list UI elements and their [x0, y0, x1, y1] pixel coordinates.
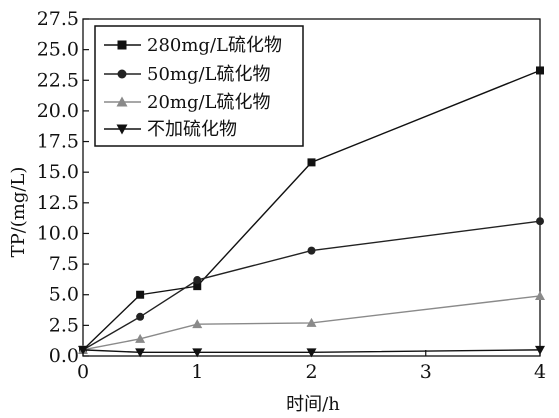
x-axis-title: 时间/h	[286, 394, 340, 415]
legend-box	[94, 25, 304, 147]
data-point	[135, 333, 146, 343]
x-tick-label: 4	[534, 361, 546, 383]
data-point	[535, 345, 545, 355]
y-tick-label: 20.0	[37, 100, 79, 122]
legend-label: 280mg/L硫化物	[147, 35, 282, 56]
legend-item: 不加硫化物	[104, 119, 237, 140]
series	[78, 290, 545, 354]
series	[79, 217, 544, 354]
y-tick-label: 2.5	[49, 314, 79, 336]
y-tick-label: 15.0	[37, 161, 79, 183]
y-tick-label: 25.0	[37, 39, 79, 61]
legend-item: 280mg/L硫化物	[104, 35, 282, 56]
series-line	[82, 220, 541, 351]
series	[78, 345, 545, 358]
legend-item: 50mg/L硫化物	[104, 64, 271, 85]
data-point	[192, 319, 203, 329]
data-point	[192, 348, 203, 358]
data-point	[307, 246, 316, 255]
data-point	[136, 312, 145, 321]
legend-item: 20mg/L硫化物	[104, 92, 271, 113]
data-point	[136, 290, 145, 299]
y-tick-label: 12.5	[37, 192, 79, 214]
data-point	[117, 40, 127, 50]
data-point	[306, 348, 317, 358]
y-tick-label: 27.5	[37, 8, 79, 30]
data-point	[135, 348, 146, 358]
data-point	[536, 66, 544, 75]
data-point	[193, 282, 202, 291]
y-axis: 0.0 2.5 5.0 7.5 10.0 12.5 15.0 17.5 20.0 22.5 25.0…	[37, 8, 89, 367]
data-point	[535, 290, 545, 300]
series-layer	[78, 66, 545, 358]
legend-label: 20mg/L硫化物	[147, 92, 271, 113]
data-point	[116, 124, 128, 135]
y-tick-label: 5.0	[49, 284, 79, 306]
data-point	[536, 217, 544, 226]
data-point	[116, 96, 128, 107]
y-axis-title: TP/(mg/L)	[8, 167, 29, 258]
legend-label: 不加硫化物	[147, 119, 237, 140]
y-tick-label: 7.5	[49, 253, 79, 275]
y-tick-label: 22.5	[37, 69, 79, 91]
data-point	[307, 158, 316, 167]
legend-label: 50mg/L硫化物	[147, 64, 271, 85]
x-tick-label: 3	[420, 361, 432, 383]
data-point	[193, 276, 202, 285]
x-tick-label: 1	[191, 361, 203, 383]
x-tick-label: 0	[77, 361, 89, 383]
data-point	[117, 69, 127, 79]
data-point	[306, 317, 317, 327]
y-tick-label: 17.5	[37, 131, 79, 153]
y-tick-label: 10.0	[37, 222, 79, 244]
x-tick-label: 2	[305, 361, 317, 383]
data-point	[78, 345, 88, 355]
y-tick-label: 0.0	[49, 345, 79, 367]
